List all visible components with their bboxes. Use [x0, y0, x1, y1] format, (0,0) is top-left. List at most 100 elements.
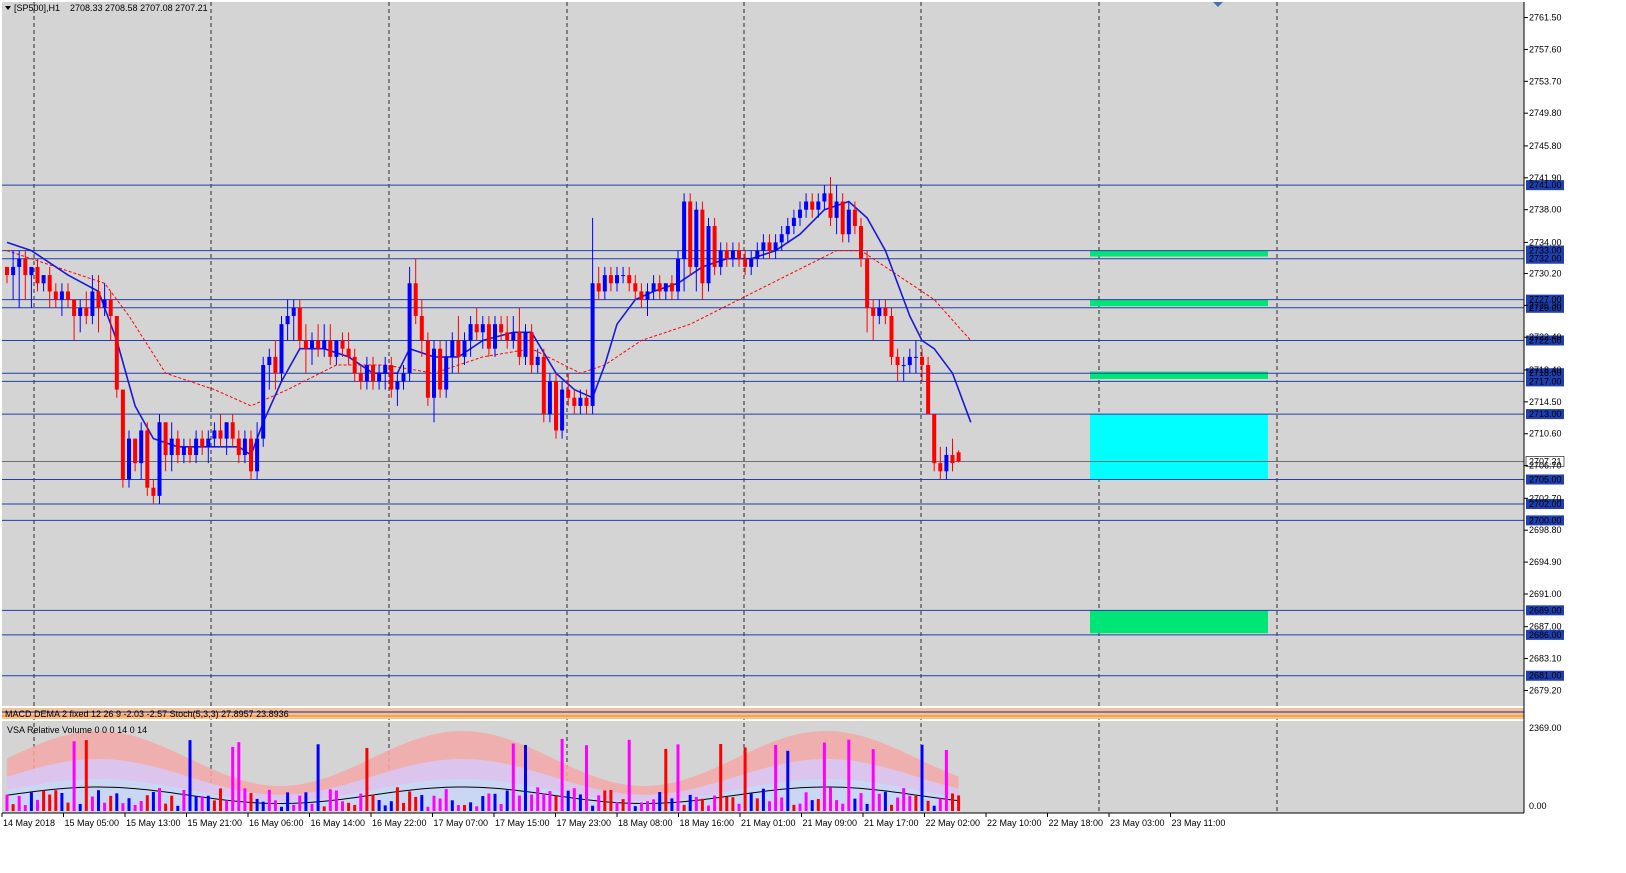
candle-body: [127, 438, 131, 480]
candle-body: [157, 422, 162, 496]
price-plot-background: [2, 2, 1524, 706]
vsa-volume-bar: [737, 803, 741, 811]
candle-body: [645, 291, 650, 300]
vsa-volume-bar: [151, 791, 155, 811]
level-price-label: 2732.00: [1529, 254, 1562, 264]
candle-body: [200, 438, 205, 447]
candle: [822, 185, 827, 210]
candle-body: [615, 275, 619, 284]
candle: [676, 250, 680, 300]
vsa-volume-bar: [938, 798, 942, 811]
vsa-volume-bar: [652, 799, 656, 811]
candle: [755, 242, 760, 267]
candle: [328, 324, 333, 366]
candle-body: [523, 332, 528, 357]
candle: [877, 299, 882, 325]
vsa-volume-bar: [280, 806, 283, 811]
candle-body: [175, 438, 180, 455]
candle-body: [865, 258, 870, 308]
vsa-volume-bar: [957, 795, 961, 811]
vsa-volume-bar: [78, 803, 82, 811]
candle-body: [859, 226, 863, 259]
vsa-volume-bar: [774, 744, 778, 811]
candle: [517, 307, 522, 366]
price-tick-label: 2679.20: [1529, 685, 1562, 695]
candle-body: [688, 201, 693, 267]
candle: [621, 266, 626, 284]
candle-body: [279, 324, 284, 374]
vsa-volume-bar: [438, 798, 442, 811]
zone-cyan: [1090, 414, 1268, 480]
candle-body: [474, 324, 479, 333]
candle-body: [883, 307, 888, 316]
candle-body: [828, 193, 833, 218]
vsa-volume-bar: [481, 796, 485, 811]
vsa-volume-bar: [219, 788, 222, 811]
candle-body: [169, 438, 174, 455]
candle: [688, 193, 693, 276]
vsa-axis-label: 2369.00: [1529, 723, 1562, 733]
vsa-volume-bar: [463, 804, 466, 811]
candle-body: [718, 250, 723, 267]
candle: [395, 373, 400, 406]
vsa-volume-bar: [658, 792, 662, 811]
candle: [102, 283, 107, 316]
vsa-volume-bar: [347, 802, 351, 811]
vsa-volume-bar: [115, 793, 119, 811]
candle: [23, 250, 28, 300]
time-tick-label: 22 May 02:00: [926, 818, 981, 828]
candle-body: [517, 332, 522, 357]
candle-body: [791, 217, 796, 227]
candle: [859, 217, 863, 267]
candle-body: [669, 283, 674, 292]
candle: [633, 275, 638, 300]
vsa-volume-bar: [48, 794, 52, 811]
candle: [66, 283, 70, 308]
candle-body: [285, 315, 290, 325]
vsa-volume-bar: [914, 795, 918, 811]
level-price-label: 2705.00: [1529, 475, 1562, 485]
vsa-volume-bar: [237, 742, 241, 811]
candle: [730, 242, 735, 267]
price-tick-label: 2738.00: [1529, 205, 1562, 215]
price-tick-label: 2694.90: [1529, 557, 1562, 567]
vsa-volume-bar: [603, 790, 607, 811]
candle: [950, 438, 955, 472]
candle-body: [627, 275, 632, 284]
candle-body: [737, 250, 741, 259]
candle: [651, 275, 656, 300]
vsa-volume-bar: [444, 789, 448, 811]
candle-body: [639, 291, 644, 300]
candle-body: [96, 291, 101, 308]
vsa-volume-bar: [719, 743, 723, 811]
candle: [383, 356, 388, 390]
level-price-tag: [1526, 605, 1564, 616]
price-tick-label: 2702.70: [1529, 493, 1562, 503]
candle-body: [444, 356, 449, 390]
candle-body: [29, 266, 34, 276]
dropdown-triangle-icon[interactable]: [5, 6, 11, 10]
vsa-volume-bar: [206, 795, 210, 811]
candle-body: [224, 422, 229, 439]
candle: [242, 430, 247, 464]
candle-body: [651, 283, 656, 292]
candle-body: [871, 307, 876, 316]
vsa-volume-bar: [664, 748, 668, 811]
candle: [145, 422, 150, 496]
scroll-marker-icon[interactable]: [1213, 2, 1223, 7]
vsa-volume-bar: [60, 792, 64, 811]
vsa-volume-bar: [84, 740, 88, 811]
candle: [407, 266, 412, 382]
vsa-volume-bar: [554, 795, 558, 811]
price-tick-label: 2753.70: [1529, 76, 1562, 86]
candle: [401, 365, 406, 390]
target-zones: [1090, 250, 1268, 634]
candle-body: [621, 275, 626, 277]
candle-body: [328, 340, 333, 357]
level-price-tag: [1526, 376, 1564, 387]
level-price-label: 2713.00: [1529, 409, 1562, 419]
candle: [188, 438, 192, 464]
vsa-volume-bar: [944, 749, 948, 811]
candle-body: [334, 340, 339, 357]
price-tick-label: 2710.60: [1529, 429, 1562, 439]
